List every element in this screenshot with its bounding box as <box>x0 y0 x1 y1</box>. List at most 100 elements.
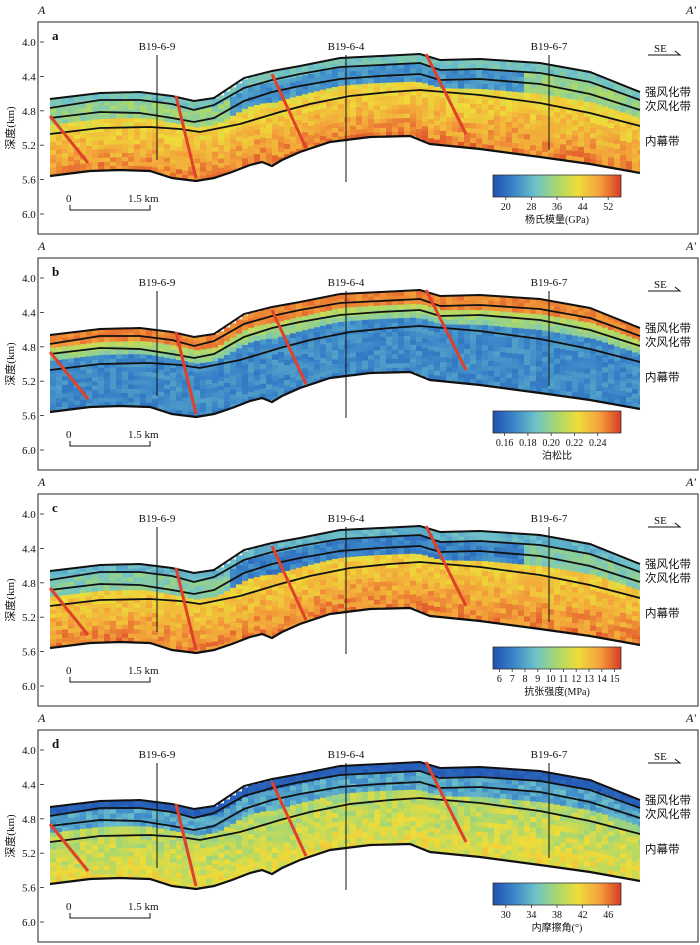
horizon-bottom <box>49 842 641 891</box>
well-label-B19-6-9: B19-6-9 <box>139 749 176 761</box>
colorbar-tick-13: 13 <box>584 674 594 685</box>
horizon-bottom <box>49 370 641 419</box>
colorbar-tick-9: 9 <box>535 674 540 685</box>
fault-3 <box>270 73 308 149</box>
colorbar <box>492 174 622 198</box>
fault-2 <box>174 331 198 415</box>
zone-label-2: 次风化带 <box>645 571 691 585</box>
fault-2 <box>174 803 198 887</box>
colorbar-tick-36: 36 <box>552 202 562 213</box>
colorbar-tick-7: 7 <box>510 674 515 685</box>
horizon-2 <box>49 73 641 123</box>
colorbar-tick-0.20: 0.20 <box>542 438 560 449</box>
panel-letter: a <box>52 28 59 43</box>
colorbar-tick-28: 28 <box>526 202 536 213</box>
panel-a: A A′ a SE 深度(km) 4.0 4.4 4.8 5.2 5.6 6.0 B19-6-9 B19… <box>3 3 699 235</box>
fault-1 <box>48 823 90 872</box>
yaxis-tick-5.2: 5.2 <box>22 376 36 388</box>
scalebar-line <box>69 677 151 683</box>
section-body <box>50 290 640 417</box>
well-label-B19-6-7: B19-6-7 <box>531 749 568 761</box>
scalebar-start: 0 <box>66 429 72 441</box>
direction-arrow <box>648 522 682 528</box>
scalebar-end: 1.5 km <box>128 665 159 677</box>
colorbar-tick-52: 52 <box>603 202 613 213</box>
scalebar-line <box>69 913 151 919</box>
scalebar-start: 0 <box>66 665 72 677</box>
scalebar-line <box>69 205 151 211</box>
scalebar-start: 0 <box>66 901 72 913</box>
horizon-top <box>49 524 641 575</box>
yaxis-label: 深度(km) <box>3 342 17 386</box>
panel-letter: c <box>52 500 58 515</box>
colorbar-tick-20: 20 <box>501 202 511 213</box>
well-label-B19-6-4: B19-6-4 <box>328 513 365 525</box>
well-label-B19-6-9: B19-6-9 <box>139 41 176 53</box>
yaxis-tick-5.6: 5.6 <box>22 411 36 423</box>
colorbar-tick-0.18: 0.18 <box>519 438 537 449</box>
scalebar-end: 1.5 km <box>128 193 159 205</box>
zone-label-3: 内幕带 <box>645 842 680 856</box>
well-label-B19-6-7: B19-6-7 <box>531 277 568 289</box>
horizon-top <box>49 288 641 339</box>
section-body <box>50 762 640 889</box>
colorbar <box>492 882 622 906</box>
panel-letter: d <box>52 736 60 751</box>
yaxis-tick-5.2: 5.2 <box>22 612 36 624</box>
colorbar-tick-34: 34 <box>526 910 536 921</box>
colorbar-tick-14: 14 <box>597 674 607 685</box>
corner-label-left: A <box>37 711 46 725</box>
colorbar-tick-8: 8 <box>523 674 528 685</box>
yaxis-label: 深度(km) <box>3 578 17 622</box>
corner-label-left: A <box>37 239 46 253</box>
fault-3 <box>270 309 308 385</box>
horizon-3 <box>49 89 641 135</box>
horizon-2 <box>49 545 641 595</box>
scalebar-line <box>69 441 151 447</box>
colorbar-tick-12: 12 <box>571 674 581 685</box>
corner-label-right: A′ <box>685 711 696 725</box>
zone-label-2: 次风化带 <box>645 99 691 113</box>
horizon-3 <box>49 797 641 843</box>
colorbar-tick-44: 44 <box>578 202 588 213</box>
fault-4 <box>424 525 468 607</box>
direction-arrow <box>648 758 682 764</box>
fault-4 <box>424 761 468 843</box>
well-label-B19-6-9: B19-6-9 <box>139 277 176 289</box>
colorbar-tick-42: 42 <box>578 910 588 921</box>
yaxis-tick-6.0: 6.0 <box>22 681 36 693</box>
colorbar-label: 杨氏模量(GPa) <box>525 213 589 226</box>
colorbar-tick-38: 38 <box>552 910 562 921</box>
colorbar-tick-30: 30 <box>501 910 511 921</box>
yaxis-tick-6.0: 6.0 <box>22 445 36 457</box>
direction-arrow <box>648 50 682 56</box>
corner-label-right: A′ <box>685 3 696 17</box>
well-label-B19-6-4: B19-6-4 <box>328 41 365 53</box>
yaxis-tick-4.0: 4.0 <box>22 745 36 757</box>
fault-1 <box>48 587 90 636</box>
horizon-2 <box>49 781 641 831</box>
panel-frame <box>37 493 699 707</box>
panel-frame <box>37 257 699 471</box>
scalebar-end: 1.5 km <box>128 429 159 441</box>
colorbar-tick-11: 11 <box>559 674 569 685</box>
yaxis-tick-4.0: 4.0 <box>22 273 36 285</box>
zone-label-2: 次风化带 <box>645 807 691 821</box>
corner-label-right: A′ <box>685 239 696 253</box>
colorbar-tick-46: 46 <box>603 910 613 921</box>
direction-label: SE <box>654 279 667 291</box>
panel-b: A A′ b SE 深度(km) 4.0 4.4 4.8 5.2 5.6 6.0 B19-6-9 B19… <box>3 239 699 471</box>
yaxis-label: 深度(km) <box>3 106 17 150</box>
fault-4 <box>424 289 468 371</box>
colorbar-tick-0.24: 0.24 <box>589 438 607 449</box>
horizon-top <box>49 52 641 103</box>
panel-c: A A′ c SE 深度(km) 4.0 4.4 4.8 5.2 5.6 6.0 B19-6-9 B19… <box>3 475 699 707</box>
well-label-B19-6-9: B19-6-9 <box>139 513 176 525</box>
yaxis-tick-4.4: 4.4 <box>22 307 36 319</box>
horizon-1 <box>49 298 641 347</box>
yaxis-tick-5.6: 5.6 <box>22 883 36 895</box>
fault-3 <box>270 545 308 621</box>
scalebar-start: 0 <box>66 193 72 205</box>
colorbar-label: 内摩擦角(°) <box>532 921 583 934</box>
horizon-1 <box>49 62 641 111</box>
